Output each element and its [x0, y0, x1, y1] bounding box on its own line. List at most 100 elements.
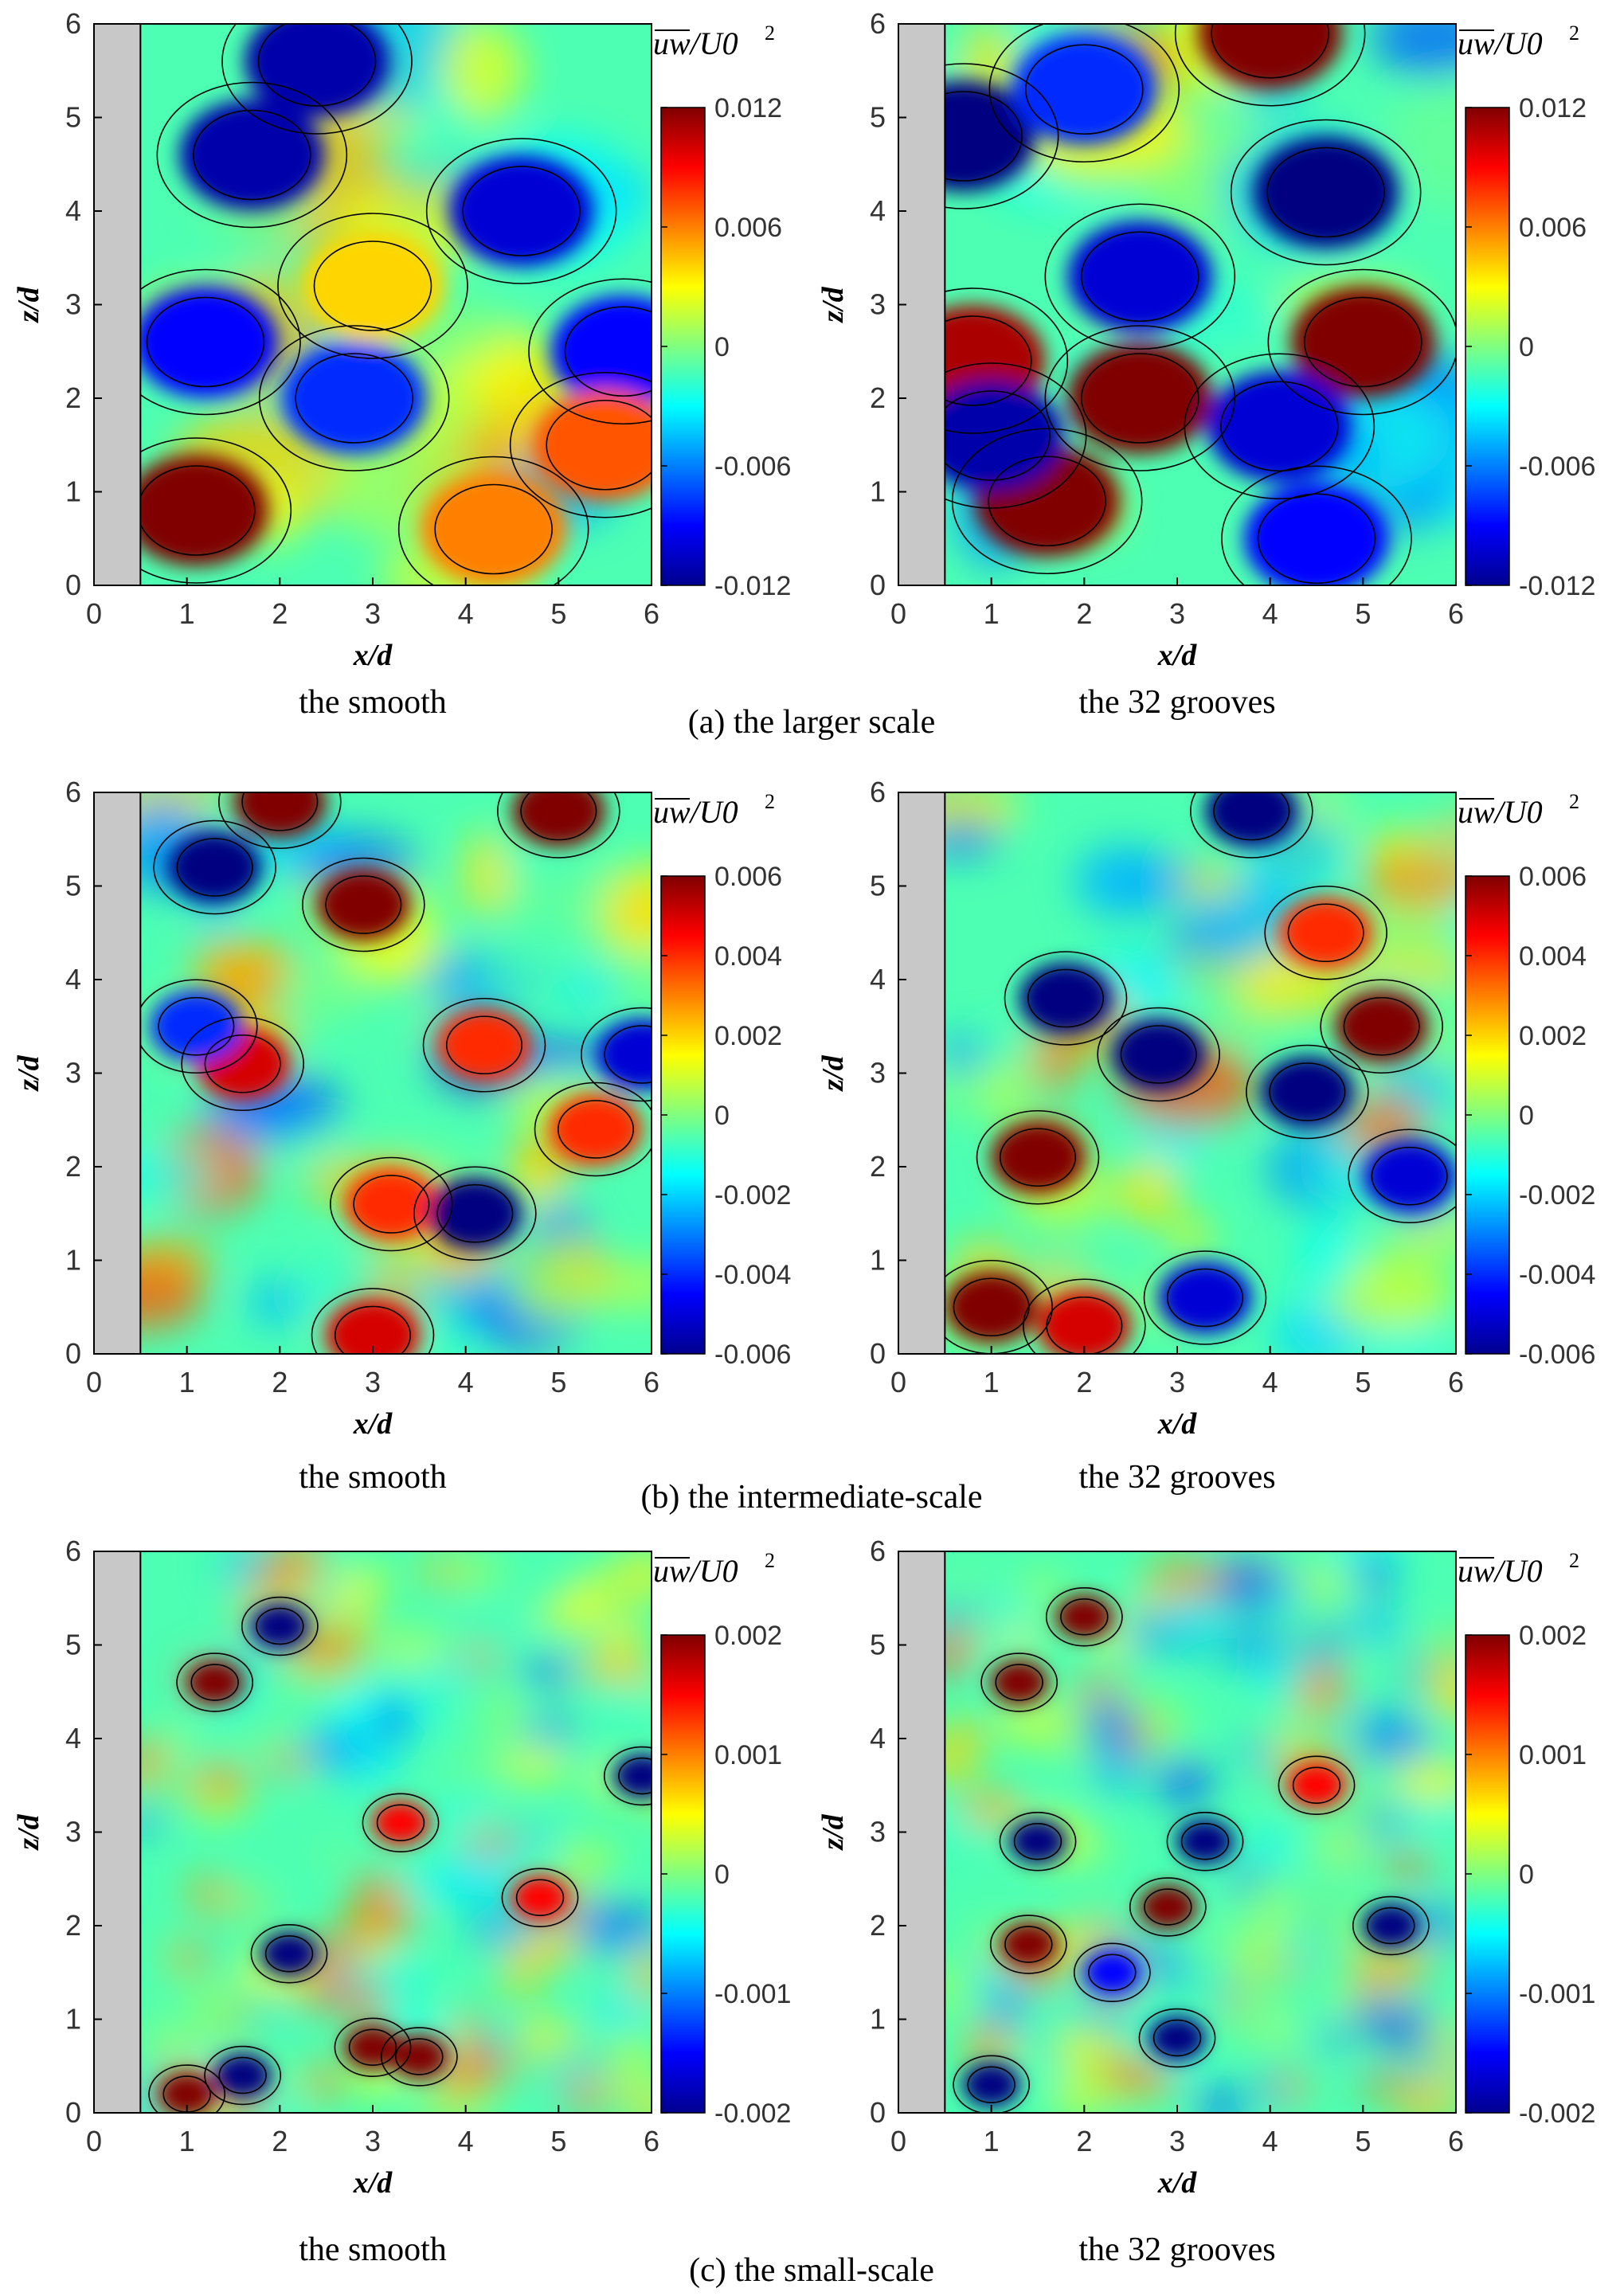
colorbar-tick-label: 0.002	[1519, 1021, 1587, 1051]
contour-line	[1174, 24, 1366, 107]
hotspot	[1244, 483, 1389, 585]
colorbar-tick-label: 0.006	[714, 862, 782, 892]
heatmap-field	[898, 1551, 1456, 2113]
contour-line	[953, 2055, 1031, 2113]
contour-line	[603, 1746, 652, 1806]
colorbar-label-exponent: 2	[765, 790, 775, 813]
contour-line	[1120, 1025, 1197, 1084]
contour-line	[295, 353, 413, 444]
y-axis-label: z/d	[816, 1813, 850, 1851]
hotspot	[179, 99, 325, 211]
contour-line	[311, 1288, 435, 1354]
x-tick-label: 1	[984, 1366, 1000, 1398]
colorbar	[1465, 875, 1510, 1355]
hotspot	[281, 342, 427, 454]
contour-line	[604, 1025, 652, 1084]
contour-line	[1266, 147, 1385, 238]
colorbar-label-exponent: 2	[1569, 1549, 1579, 1572]
colorbar-tick-label: -0.012	[1519, 571, 1595, 601]
contour-line	[999, 1128, 1077, 1187]
contour-line	[257, 24, 377, 107]
contour-line	[362, 1793, 440, 1852]
y-tick-label: 4	[870, 963, 886, 995]
colorbar-label: uw/U0	[653, 25, 738, 61]
x-tick-label: 6	[644, 1366, 659, 1398]
hotspot	[371, 1800, 430, 1845]
x-tick-label: 6	[644, 2125, 659, 2157]
contour-line	[1267, 268, 1456, 416]
contour-line	[1269, 1062, 1346, 1121]
contour-line	[988, 24, 1180, 163]
contour-line	[1004, 951, 1128, 1046]
panel-subtitle: the 32 grooves	[1078, 2231, 1275, 2268]
x-tick-label: 1	[179, 1366, 195, 1398]
contour-lines	[100, 24, 652, 585]
contour-line	[509, 371, 652, 518]
contour-line	[534, 1082, 652, 1177]
x-axis-label: x/d	[353, 1407, 393, 1441]
hotspot	[168, 831, 262, 903]
hotspot	[1158, 1261, 1252, 1334]
colorbar-label-exponent: 2	[1569, 22, 1579, 45]
contour-line	[380, 2027, 458, 2087]
contour-line	[176, 838, 253, 897]
contour-line	[148, 2064, 226, 2113]
y-tick-label: 5	[870, 1629, 886, 1661]
x-tick-label: 2	[272, 2125, 288, 2157]
hotspot	[326, 1299, 420, 1354]
contour-line	[1304, 296, 1422, 388]
x-tick-label: 3	[1169, 597, 1185, 630]
contour-line	[1152, 2019, 1202, 2057]
x-tick-label: 5	[550, 2125, 566, 2157]
contour-line	[976, 1109, 1100, 1205]
colorbar-label: uw/U0	[1458, 794, 1543, 830]
y-tick-label: 0	[65, 2096, 81, 2129]
y-tick-label: 1	[870, 2003, 886, 2036]
hotspot	[1287, 1762, 1346, 1808]
x-tick-label: 4	[1262, 1366, 1278, 1398]
colorbar-tick-label: -0.001	[1519, 1979, 1595, 2009]
contour-line	[218, 792, 342, 850]
contour-line	[898, 287, 1069, 434]
contour-line	[1129, 1877, 1207, 1937]
hotspot	[595, 1019, 652, 1090]
x-tick-label: 1	[984, 2125, 1000, 2157]
colorbar-label-exponent: 2	[765, 1549, 775, 1572]
colorbar-tick-label: -0.002	[1519, 2098, 1595, 2129]
hotspot	[245, 24, 389, 117]
y-tick-label: 1	[65, 2003, 81, 2036]
contour-lines	[953, 1587, 1430, 2113]
hotspot	[1290, 286, 1436, 398]
x-tick-label: 0	[86, 1366, 102, 1398]
contour-line	[1320, 979, 1443, 1074]
hotspot	[437, 1009, 531, 1082]
colorbar-label: uw/U0	[1458, 25, 1543, 61]
contour-line	[313, 241, 432, 331]
y-tick-label: 4	[65, 1722, 81, 1754]
hotspot	[389, 2034, 448, 2079]
hotspot	[421, 473, 566, 585]
contour-line	[1264, 885, 1387, 980]
y-tick-label: 3	[65, 288, 81, 321]
contour-line	[325, 875, 402, 934]
y-tick-label: 6	[65, 7, 81, 40]
contour-line	[564, 306, 652, 397]
contour-line	[1088, 1954, 1137, 1991]
colorbar-tick-label: 0.001	[714, 1740, 782, 1770]
hotspot	[1067, 221, 1213, 333]
contour-line	[520, 792, 597, 841]
hotspot	[448, 155, 594, 267]
colorbar	[660, 107, 706, 586]
heatmap-field	[94, 792, 652, 1354]
hotspot	[250, 1604, 309, 1649]
x-tick-label: 4	[1262, 2125, 1278, 2157]
hotspot	[1260, 1056, 1354, 1128]
row-caption: (c) the small-scale	[689, 2252, 934, 2289]
y-tick-label: 5	[870, 101, 886, 134]
contour-line	[1073, 1942, 1151, 2002]
y-tick-label: 1	[65, 1244, 81, 1277]
contour-line	[618, 1757, 652, 1795]
heatmap-field	[94, 1551, 652, 2113]
y-tick-label: 5	[65, 870, 81, 902]
